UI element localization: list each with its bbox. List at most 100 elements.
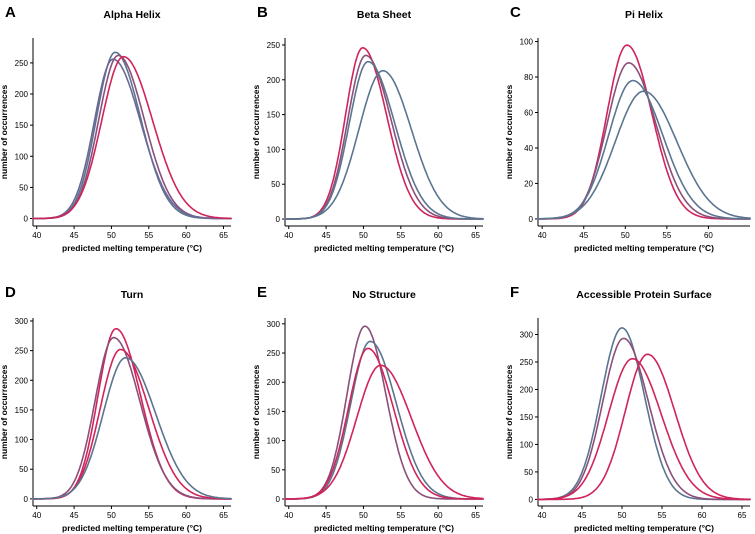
y-tick-label: 200 xyxy=(267,76,281,85)
panel-letter: D xyxy=(5,284,16,301)
y-tick-label: 150 xyxy=(267,407,281,416)
series-line-2 xyxy=(537,337,751,501)
series-line-2 xyxy=(32,336,232,500)
y-tick-label: 100 xyxy=(267,437,281,446)
x-tick-label: 65 xyxy=(219,231,228,240)
series-line-1 xyxy=(537,44,751,220)
y-tick-label: 60 xyxy=(524,108,533,117)
y-tick-label: 250 xyxy=(15,59,29,68)
y-axis-title: number of occurrences xyxy=(504,84,514,179)
x-axis-title: predicted melting temperature (°C) xyxy=(62,243,202,253)
y-tick-label: 100 xyxy=(520,440,534,449)
x-axis-title: predicted melting temperature (°C) xyxy=(62,523,202,533)
series-line-2 xyxy=(284,340,484,500)
y-axis-title: number of occurrences xyxy=(251,84,261,179)
series-line-3 xyxy=(537,79,751,220)
x-tick-label: 55 xyxy=(662,231,671,240)
panel-title: No Structure xyxy=(352,289,416,301)
x-tick-label: 60 xyxy=(182,511,191,520)
y-tick-label: 250 xyxy=(267,41,281,50)
series-line-3 xyxy=(284,60,484,220)
series-line-1 xyxy=(537,327,751,501)
x-tick-label: 60 xyxy=(182,231,191,240)
panel-title: Turn xyxy=(121,289,144,301)
x-axis-title: predicted melting temperature (°C) xyxy=(574,243,714,253)
x-tick-label: 50 xyxy=(107,511,116,520)
panel-letter: A xyxy=(5,4,16,21)
x-tick-label: 60 xyxy=(704,231,713,240)
y-tick-label: 100 xyxy=(520,38,534,47)
series-line-4 xyxy=(284,69,484,220)
series-line-4 xyxy=(32,356,232,500)
series-line-1 xyxy=(32,327,232,500)
y-tick-label: 20 xyxy=(524,179,533,188)
panel-f: F Accessible Protein Surface 40 45 50 55 60 65 0… xyxy=(504,284,751,533)
y-tick-label: 0 xyxy=(276,215,281,224)
y-tick-label: 0 xyxy=(276,495,281,504)
y-tick-label: 0 xyxy=(24,495,29,504)
y-tick-label: 150 xyxy=(267,111,281,120)
series-line-4 xyxy=(284,364,484,500)
series-line-2 xyxy=(537,62,751,220)
x-tick-label: 50 xyxy=(621,231,630,240)
y-axis-title: number of occurrences xyxy=(251,364,261,459)
y-axis-title: number of occurrences xyxy=(0,364,9,459)
x-tick-label: 50 xyxy=(618,511,627,520)
x-tick-label: 40 xyxy=(32,231,41,240)
panel-d: D Turn 40 45 50 55 60 65 0 50 100 150 200 250 300 predi… xyxy=(0,284,232,533)
x-tick-label: 45 xyxy=(322,231,331,240)
series-line-2 xyxy=(32,54,232,220)
y-axis-title: number of occurrences xyxy=(504,364,514,459)
panel-c: C Pi Helix 40 45 50 55 60 0 20 40 60 80 100 predicted… xyxy=(504,4,751,253)
y-tick-label: 0 xyxy=(24,215,29,224)
series-line-3 xyxy=(537,357,751,501)
x-tick-label: 45 xyxy=(578,511,587,520)
y-tick-label: 250 xyxy=(267,349,281,358)
panel-title: Pi Helix xyxy=(625,9,663,21)
x-tick-label: 50 xyxy=(107,231,116,240)
x-tick-label: 40 xyxy=(538,231,547,240)
y-tick-label: 100 xyxy=(15,436,29,445)
y-tick-label: 200 xyxy=(15,376,29,385)
x-tick-label: 65 xyxy=(471,511,480,520)
x-tick-label: 60 xyxy=(698,511,707,520)
x-tick-label: 55 xyxy=(144,511,153,520)
y-tick-label: 300 xyxy=(15,317,29,326)
y-tick-label: 50 xyxy=(271,466,280,475)
y-tick-label: 50 xyxy=(19,183,28,192)
x-tick-label: 55 xyxy=(396,231,405,240)
x-tick-label: 45 xyxy=(70,511,79,520)
y-tick-label: 0 xyxy=(529,215,534,224)
x-tick-label: 60 xyxy=(434,231,443,240)
x-axis-title: predicted melting temperature (°C) xyxy=(574,523,714,533)
x-tick-label: 40 xyxy=(32,511,41,520)
x-tick-label: 40 xyxy=(284,511,293,520)
x-tick-label: 60 xyxy=(434,511,443,520)
y-tick-label: 80 xyxy=(524,73,533,82)
y-tick-label: 150 xyxy=(15,406,29,415)
x-axis-title: predicted melting temperature (°C) xyxy=(314,243,454,253)
x-tick-label: 65 xyxy=(219,511,228,520)
x-tick-label: 55 xyxy=(658,511,667,520)
y-tick-label: 200 xyxy=(267,378,281,387)
series-line-1 xyxy=(284,325,484,500)
x-tick-label: 55 xyxy=(144,231,153,240)
panel-letter: B xyxy=(257,4,268,21)
y-tick-label: 200 xyxy=(520,385,534,394)
panel-b: B Beta Sheet 40 45 50 55 60 65 0 50 100 150 200 250 pr… xyxy=(251,4,484,253)
panel-letter: E xyxy=(257,284,267,301)
x-tick-label: 65 xyxy=(738,511,747,520)
x-tick-label: 45 xyxy=(579,231,588,240)
panel-title: Accessible Protein Surface xyxy=(576,289,712,301)
y-tick-label: 150 xyxy=(15,121,29,130)
panel-letter: F xyxy=(510,284,519,301)
x-tick-label: 50 xyxy=(359,511,368,520)
y-tick-label: 300 xyxy=(267,320,281,329)
x-tick-label: 65 xyxy=(471,231,480,240)
series-line-4 xyxy=(537,353,751,501)
x-tick-label: 40 xyxy=(538,511,547,520)
panel-letter: C xyxy=(510,4,521,21)
y-axis-title: number of occurrences xyxy=(0,84,9,179)
y-tick-label: 250 xyxy=(15,347,29,356)
